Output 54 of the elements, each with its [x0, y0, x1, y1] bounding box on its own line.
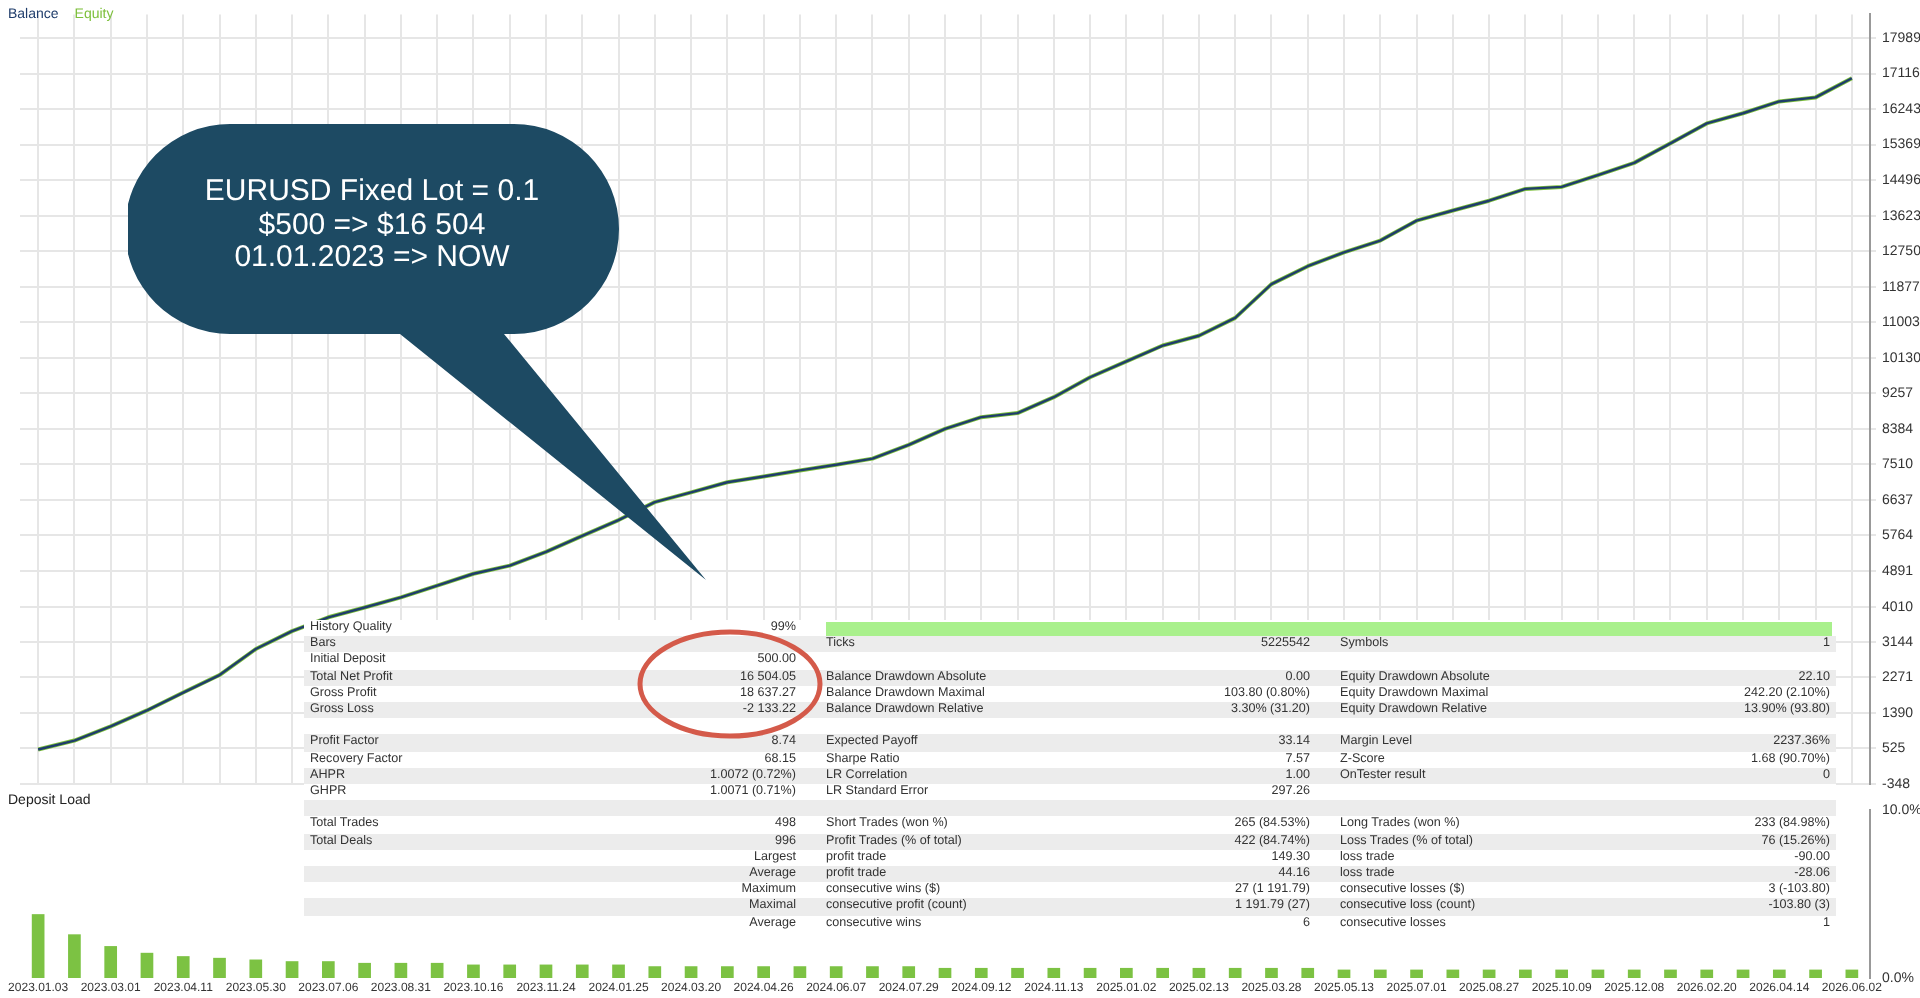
- bar: [721, 966, 734, 978]
- bar: [974, 967, 988, 978]
- bar: [140, 952, 154, 978]
- bar: [285, 961, 299, 978]
- bar: [358, 962, 371, 978]
- bar: [430, 962, 444, 978]
- bar: [612, 964, 625, 978]
- bar: [866, 966, 879, 978]
- bar: [1591, 969, 1605, 978]
- bar: [176, 956, 190, 978]
- annotation: EURUSD Fixed Lot = 0.1: [202, 174, 542, 208]
- bar: [249, 959, 263, 978]
- bar: [31, 914, 45, 978]
- bar: [1083, 967, 1097, 978]
- annotation: $500 => $16 504: [256, 207, 488, 241]
- bar: [1627, 969, 1641, 978]
- bar: [1555, 969, 1569, 978]
- bar: [1482, 969, 1496, 978]
- bar: [1410, 969, 1423, 978]
- bar: [1809, 969, 1822, 978]
- bar: [1664, 969, 1677, 978]
- bar: [1047, 967, 1061, 978]
- bar: [1337, 969, 1351, 978]
- bar: [1373, 969, 1387, 978]
- bar: [1772, 969, 1786, 978]
- bar: [1736, 969, 1750, 978]
- bar: [757, 966, 770, 978]
- bar: [1446, 969, 1460, 978]
- bar: [575, 964, 589, 978]
- bar: [829, 966, 843, 978]
- bar: [394, 962, 408, 978]
- bar: [1192, 967, 1206, 978]
- bar: [1845, 969, 1859, 978]
- bar: [1156, 967, 1169, 978]
- bar: [1265, 967, 1278, 978]
- bar: [68, 934, 81, 978]
- bar: [684, 966, 698, 978]
- bar: [902, 966, 916, 978]
- bar: [1011, 967, 1024, 978]
- bar: [321, 961, 335, 978]
- bar: [104, 946, 118, 978]
- bar: [793, 966, 807, 978]
- bar: [648, 966, 662, 978]
- annotation: 01.01.2023 => NOW: [232, 240, 512, 274]
- bar: [1519, 969, 1532, 978]
- bar: [1301, 967, 1315, 978]
- bar: [1228, 967, 1242, 978]
- bar: [539, 964, 553, 978]
- bar: [467, 964, 480, 978]
- bar: [938, 967, 952, 978]
- bar: [213, 957, 226, 978]
- bar: [1120, 967, 1133, 978]
- bar: [503, 964, 517, 978]
- bar: [1700, 969, 1714, 978]
